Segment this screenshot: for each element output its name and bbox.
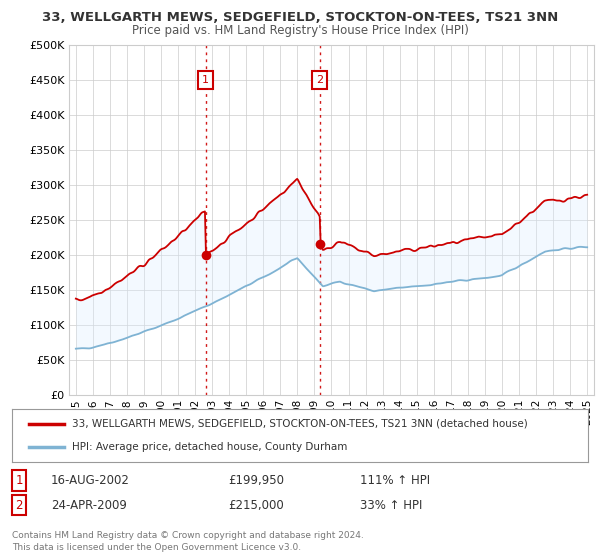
Text: 33, WELLGARTH MEWS, SEDGEFIELD, STOCKTON-ON-TEES, TS21 3NN: 33, WELLGARTH MEWS, SEDGEFIELD, STOCKTON… [42,11,558,24]
Text: Price paid vs. HM Land Registry's House Price Index (HPI): Price paid vs. HM Land Registry's House … [131,24,469,36]
Text: 24-APR-2009: 24-APR-2009 [51,498,127,512]
Text: 16-AUG-2002: 16-AUG-2002 [51,474,130,487]
Text: 2: 2 [16,498,23,512]
Text: 2: 2 [316,75,323,85]
Text: This data is licensed under the Open Government Licence v3.0.: This data is licensed under the Open Gov… [12,543,301,552]
Text: 111% ↑ HPI: 111% ↑ HPI [360,474,430,487]
Text: Contains HM Land Registry data © Crown copyright and database right 2024.: Contains HM Land Registry data © Crown c… [12,531,364,540]
Text: 1: 1 [16,474,23,487]
Text: 33, WELLGARTH MEWS, SEDGEFIELD, STOCKTON-ON-TEES, TS21 3NN (detached house): 33, WELLGARTH MEWS, SEDGEFIELD, STOCKTON… [73,419,528,429]
Text: 1: 1 [202,75,209,85]
Text: £199,950: £199,950 [228,474,284,487]
Text: £215,000: £215,000 [228,498,284,512]
Text: 33% ↑ HPI: 33% ↑ HPI [360,498,422,512]
Text: HPI: Average price, detached house, County Durham: HPI: Average price, detached house, Coun… [73,442,348,452]
